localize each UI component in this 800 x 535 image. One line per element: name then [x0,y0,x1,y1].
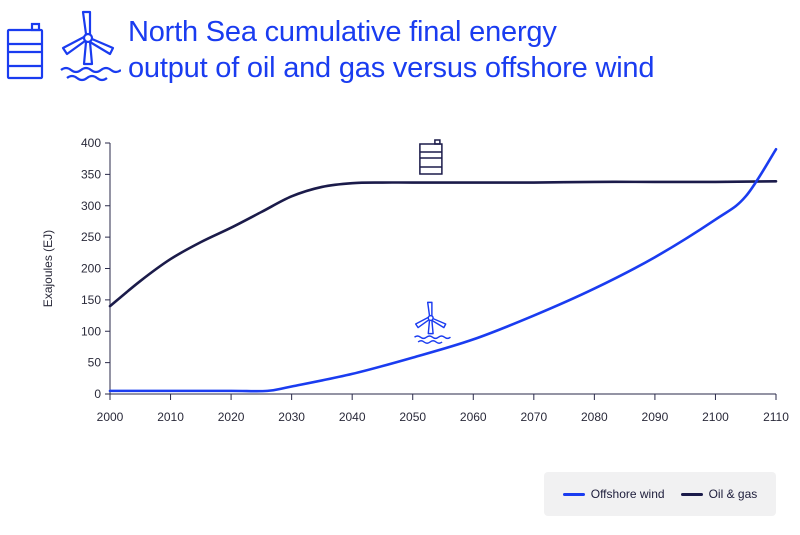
legend: Offshore wind Oil & gas [544,472,776,516]
x-tick-label: 2070 [520,410,547,424]
wind-turbine-icon [60,10,121,82]
x-tick-label: 2100 [702,410,729,424]
legend-item-oil-gas: Oil & gas [680,487,758,501]
y-tick-label: 250 [81,230,101,244]
legend-item-offshore-wind: Offshore wind [562,487,665,501]
x-tick-label: 2020 [218,410,245,424]
y-tick-label: 400 [81,136,101,150]
series-line-offshore-wind [108,147,778,393]
x-tick-label: 2040 [339,410,366,424]
x-tick-label: 2000 [97,410,124,424]
y-tick-label: 200 [81,262,101,276]
title-line-1: North Sea cumulative final energy [128,16,557,48]
y-tick-label: 0 [94,387,101,401]
y-tick-label: 50 [88,356,102,370]
x-tick-label: 2050 [399,410,426,424]
title-line-2: output of oil and gas versus offshore wi… [128,52,655,84]
y-tick-label: 100 [81,324,101,338]
y-tick-label: 350 [81,167,101,181]
oil-barrel-icon [419,139,443,175]
series-line-oil-gas [108,179,778,308]
x-tick-label: 2090 [642,410,669,424]
y-tick-label: 300 [81,199,101,213]
legend-swatch-offshore-wind [562,492,585,496]
chart-title: North Sea cumulative final energy output… [128,14,654,86]
x-tick-label: 2010 [157,410,184,424]
x-tick-label: 2080 [581,410,608,424]
x-tick-label: 2110 [763,410,789,424]
x-tick-label: 2060 [460,410,487,424]
oil-barrel-icon [6,22,44,80]
wind-turbine-icon [414,301,451,344]
y-tick-label: 150 [81,293,101,307]
y-axis-label: Exajoules (EJ) [41,230,55,307]
legend-swatch-oil-gas [680,492,703,496]
legend-label-offshore-wind: Offshore wind [590,487,665,501]
legend-label-oil-gas: Oil & gas [708,487,758,501]
x-tick-label: 2030 [278,410,305,424]
